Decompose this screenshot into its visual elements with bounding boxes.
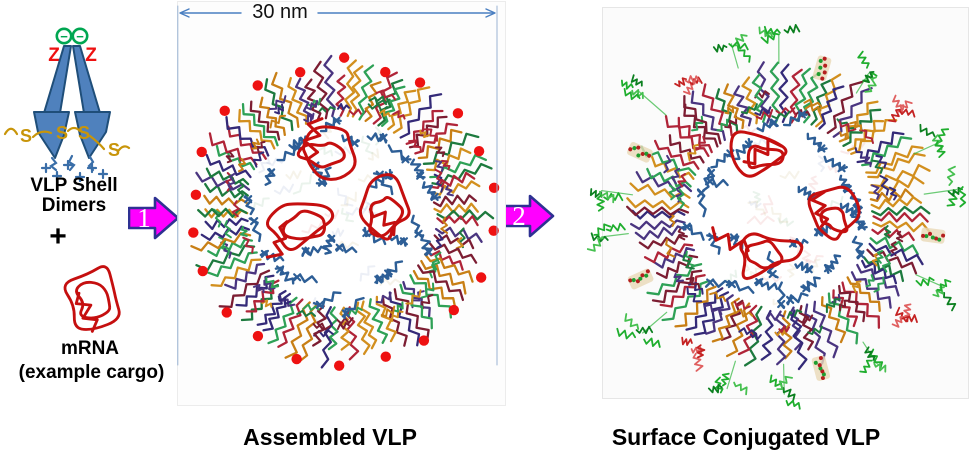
step-1-arrow: 1 [128,196,180,240]
svg-text:S: S [20,126,32,146]
svg-text:S: S [108,140,120,160]
step-2-arrow: 2 [503,194,555,238]
assembled-vlp-graphic [177,5,500,371]
dimer-monomer-shapes [33,45,111,159]
positive-charge-icons [40,154,109,183]
plus-sign: + [49,220,67,253]
assembled-vlp-caption: Assembled VLP [243,424,417,450]
mrna-cargo-drawing [63,265,121,333]
svg-text:S: S [56,123,68,143]
mrna-label: mRNA [60,338,120,359]
step-2-number: 2 [512,201,526,231]
mrna-note: (example cargo) [18,362,165,383]
dimer-schematic: − − Z Z S S S S [3,27,131,333]
dimension-label: 30 nm [252,1,308,23]
conjugated-vlp-graphic [586,24,967,410]
z-domain-label: Z [48,45,60,66]
dimer-label: VLP Shell Dimers [30,175,118,216]
z-domain-label: Z [85,45,97,66]
step-1-number: 1 [137,203,151,233]
svg-text:S: S [78,123,90,143]
s-labels: S S S S [20,123,120,160]
dimension-30nm [177,5,498,366]
svg-text:−: − [60,29,68,44]
disulfide-bonds [3,126,131,152]
svg-text:−: − [76,29,84,44]
conjugated-vlp-caption: Surface Conjugated VLP [611,424,881,450]
negative-charge-icon: − − [55,27,89,45]
